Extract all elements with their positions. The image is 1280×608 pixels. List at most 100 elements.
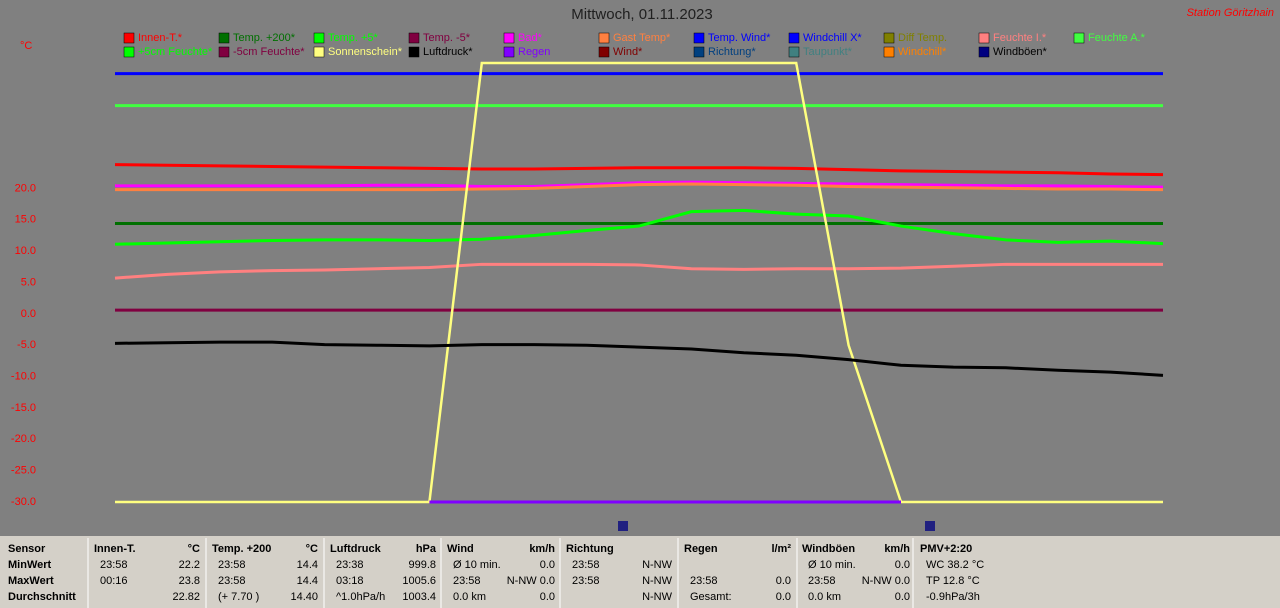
table-cell: WC 38.2 °C [926, 559, 984, 571]
table-cell: (+ 7.70 ) [218, 591, 259, 603]
legend-label: Gast Temp* [613, 32, 671, 44]
table-cell: 23:58 [808, 575, 836, 587]
table-cell: 23:58 [690, 575, 718, 587]
icon [618, 521, 628, 531]
table-cell: 0.0 [540, 591, 555, 603]
series-line [114, 208, 1164, 246]
chart-title: Mittwoch, 01.11.2023 [571, 6, 712, 23]
table-cell: 0.0 [776, 591, 791, 603]
series-line [115, 182, 1164, 192]
table-cell: Ø 10 min. [808, 559, 856, 571]
table-cell: 14.4 [297, 559, 318, 571]
table-header: °C [306, 543, 318, 555]
table-cell: TP 12.8 °C [926, 575, 980, 587]
legend-swatch [218, 32, 230, 44]
legend-label: Temp. -5* [423, 32, 471, 44]
legend-label: Temp. +5* [328, 32, 379, 44]
table-header: km/h [884, 543, 910, 555]
table-cell: 00:16 [100, 575, 128, 587]
table-cell: 22.2 [179, 559, 200, 571]
legend-swatch [123, 32, 135, 44]
legend-swatch [503, 32, 515, 44]
table-cell: 0.0 [776, 575, 791, 587]
table-cell: 1003.4 [402, 591, 436, 603]
table-cell: 23.8 [179, 575, 200, 587]
table-header: km/h [529, 543, 555, 555]
table-cell: 23:58 [572, 559, 600, 571]
legend-swatch [883, 46, 895, 58]
legend-label: -5cm Feuchte* [233, 46, 305, 58]
y-tick-label: 10.0 [15, 245, 36, 257]
table-cell: N-NW [642, 575, 673, 587]
table-cell: 0.0 [895, 591, 910, 603]
y-unit: °C [20, 40, 32, 52]
legend-label: Windchill X* [803, 32, 862, 44]
table-header: Sensor [8, 543, 46, 555]
series-line [114, 262, 1163, 280]
legend-swatch [408, 32, 420, 44]
table-cell: 14.4 [297, 575, 318, 587]
table-cell: 0.0 km [453, 591, 486, 603]
y-tick-label: -20.0 [11, 433, 36, 445]
table-cell: Ø 10 min. [453, 559, 501, 571]
table-header: PMV+2:20 [920, 543, 972, 555]
table-cell: 999.8 [408, 559, 436, 571]
legend-swatch [503, 46, 515, 58]
y-tick-label: -30.0 [11, 496, 36, 508]
table-header: Temp. +200 [212, 543, 271, 555]
table-background [0, 536, 1280, 608]
station-name: Station Göritzhain [1187, 7, 1274, 19]
legend-label: Sonnenschein* [328, 46, 403, 58]
table-cell: N-NW 0.0 [862, 575, 910, 587]
table-header: °C [188, 543, 200, 555]
series-line [114, 340, 1164, 377]
legend-swatch [978, 46, 990, 58]
legend-swatch [598, 46, 610, 58]
legend-swatch [1073, 32, 1085, 44]
table-cell: -0.9hPa/3h [926, 591, 980, 603]
table-cell: Gesamt: [690, 591, 732, 603]
y-tick-label: 20.0 [15, 182, 36, 194]
table-cell: 1005.6 [402, 575, 436, 587]
legend-label: Bad* [518, 32, 543, 44]
legend-swatch [123, 46, 135, 58]
table-cell: N-NW [642, 559, 673, 571]
y-tick-label: -25.0 [11, 465, 36, 477]
table-header: Regen [684, 543, 718, 555]
legend-swatch [693, 32, 705, 44]
table-cell: 23:58 [572, 575, 600, 587]
legend-label: Windchill* [898, 46, 947, 58]
legend-label: Temp. +200* [233, 32, 296, 44]
table-header: Wind [447, 543, 474, 555]
table-cell: 0.0 [895, 559, 910, 571]
table-cell: 23:58 [100, 559, 128, 571]
legend-label: Taupunkt* [803, 46, 853, 58]
table-cell: 23:58 [453, 575, 481, 587]
table-cell: 14.40 [290, 591, 318, 603]
y-tick-label: 15.0 [15, 214, 36, 226]
table-cell: N-NW 0.0 [507, 575, 555, 587]
y-tick-label: -15.0 [11, 402, 36, 414]
table-cell: 03:18 [336, 575, 364, 587]
table-cell: Durchschnitt [8, 591, 76, 603]
table-cell: 23:58 [218, 575, 246, 587]
legend-label: Feuchte I.* [993, 32, 1047, 44]
y-tick-label: -5.0 [17, 339, 36, 351]
series-line [115, 61, 1163, 504]
legend-swatch [598, 32, 610, 44]
table-header: Windböen [802, 543, 855, 555]
legend-label: Wind* [613, 46, 643, 58]
legend-label: Feuchte A.* [1088, 32, 1146, 44]
legend-label: Regen [518, 46, 550, 58]
legend-swatch [218, 46, 230, 58]
legend-swatch [693, 46, 705, 58]
y-tick-label: 5.0 [21, 276, 36, 288]
table-cell: 0.0 [540, 559, 555, 571]
legend-swatch [313, 32, 325, 44]
legend-label: Diff Temp. [898, 32, 947, 44]
table-header: Luftdruck [330, 543, 382, 555]
table-cell: 22.82 [172, 591, 200, 603]
legend-swatch [883, 32, 895, 44]
